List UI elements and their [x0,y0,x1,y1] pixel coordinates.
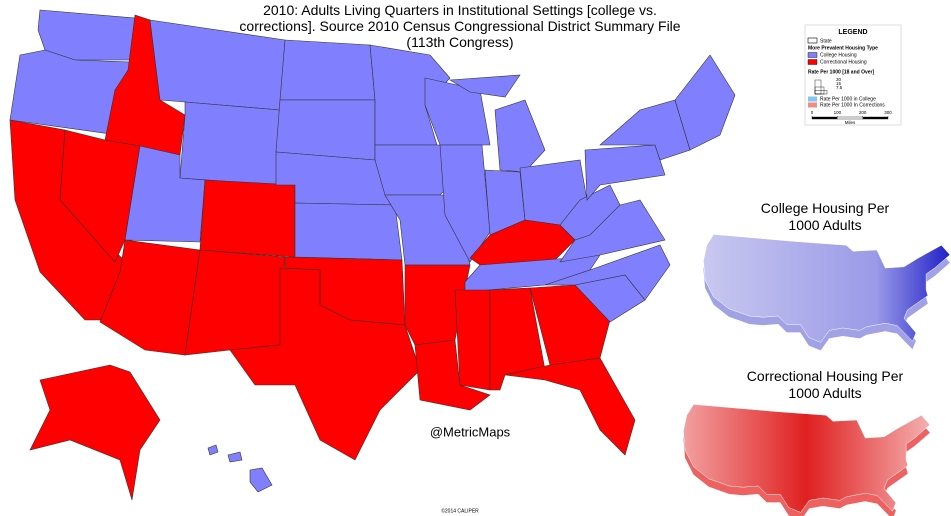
scale-segment [812,117,838,119]
inset-map [683,404,931,513]
state [294,202,403,261]
legend-swatch [808,102,817,108]
states [9,9,736,501]
legend-swatch [807,37,818,44]
state [29,364,161,501]
state [199,179,296,258]
legend-swatch [807,59,818,65]
state [414,339,491,411]
state [529,284,611,366]
scale-unit: Miles [845,120,856,125]
state [494,99,546,173]
legend-subheading: Rate Per 1000 [18 and Over] [808,69,874,75]
legend-subheading: More Prevalent Housing Type [808,45,878,51]
legend-swatch [807,52,818,58]
watermark: @MetricMaps [430,424,511,439]
insets [683,234,951,516]
state [544,244,671,301]
state [179,101,281,186]
scale-label: 100 [834,110,842,115]
state [504,357,636,456]
state [449,74,521,98]
state [584,144,666,201]
inset-title: Correctional Housing Per 1000 Adults [746,368,904,401]
legend-box [804,24,902,126]
scale-segment [862,117,888,119]
legend-label: Correctional Housing [820,59,867,65]
legend-heading: LEGEND [838,29,867,36]
size-label: 15 [836,81,842,86]
state [275,99,376,161]
state [227,451,243,463]
legend-swatch [808,96,817,102]
credit: ©2014 CALIPER [441,507,479,514]
legend-label: State [820,38,832,44]
state [207,444,219,456]
inset-title: College Housing Per 1000 Adults [760,200,890,233]
legend-label: College Housing [820,52,857,58]
size-key [814,90,828,95]
state [559,184,621,241]
state [249,467,273,493]
size-label: 30 [836,77,842,82]
state [229,267,421,461]
size-label: 7.5 [836,85,843,90]
legend-label: Rate Per 1000 in College [820,96,876,102]
state [184,249,286,356]
state [454,289,491,391]
legend-label: Rate Per 1000 In Corrections [820,102,885,108]
map-title: 2010: Adults Living Quarters in Institut… [239,2,681,50]
state [369,44,451,146]
scale-label: 300 [884,110,892,115]
inset-map [703,234,951,343]
scale-label: 200 [859,110,867,115]
state [674,54,736,151]
scale-label: 0 [811,110,814,115]
